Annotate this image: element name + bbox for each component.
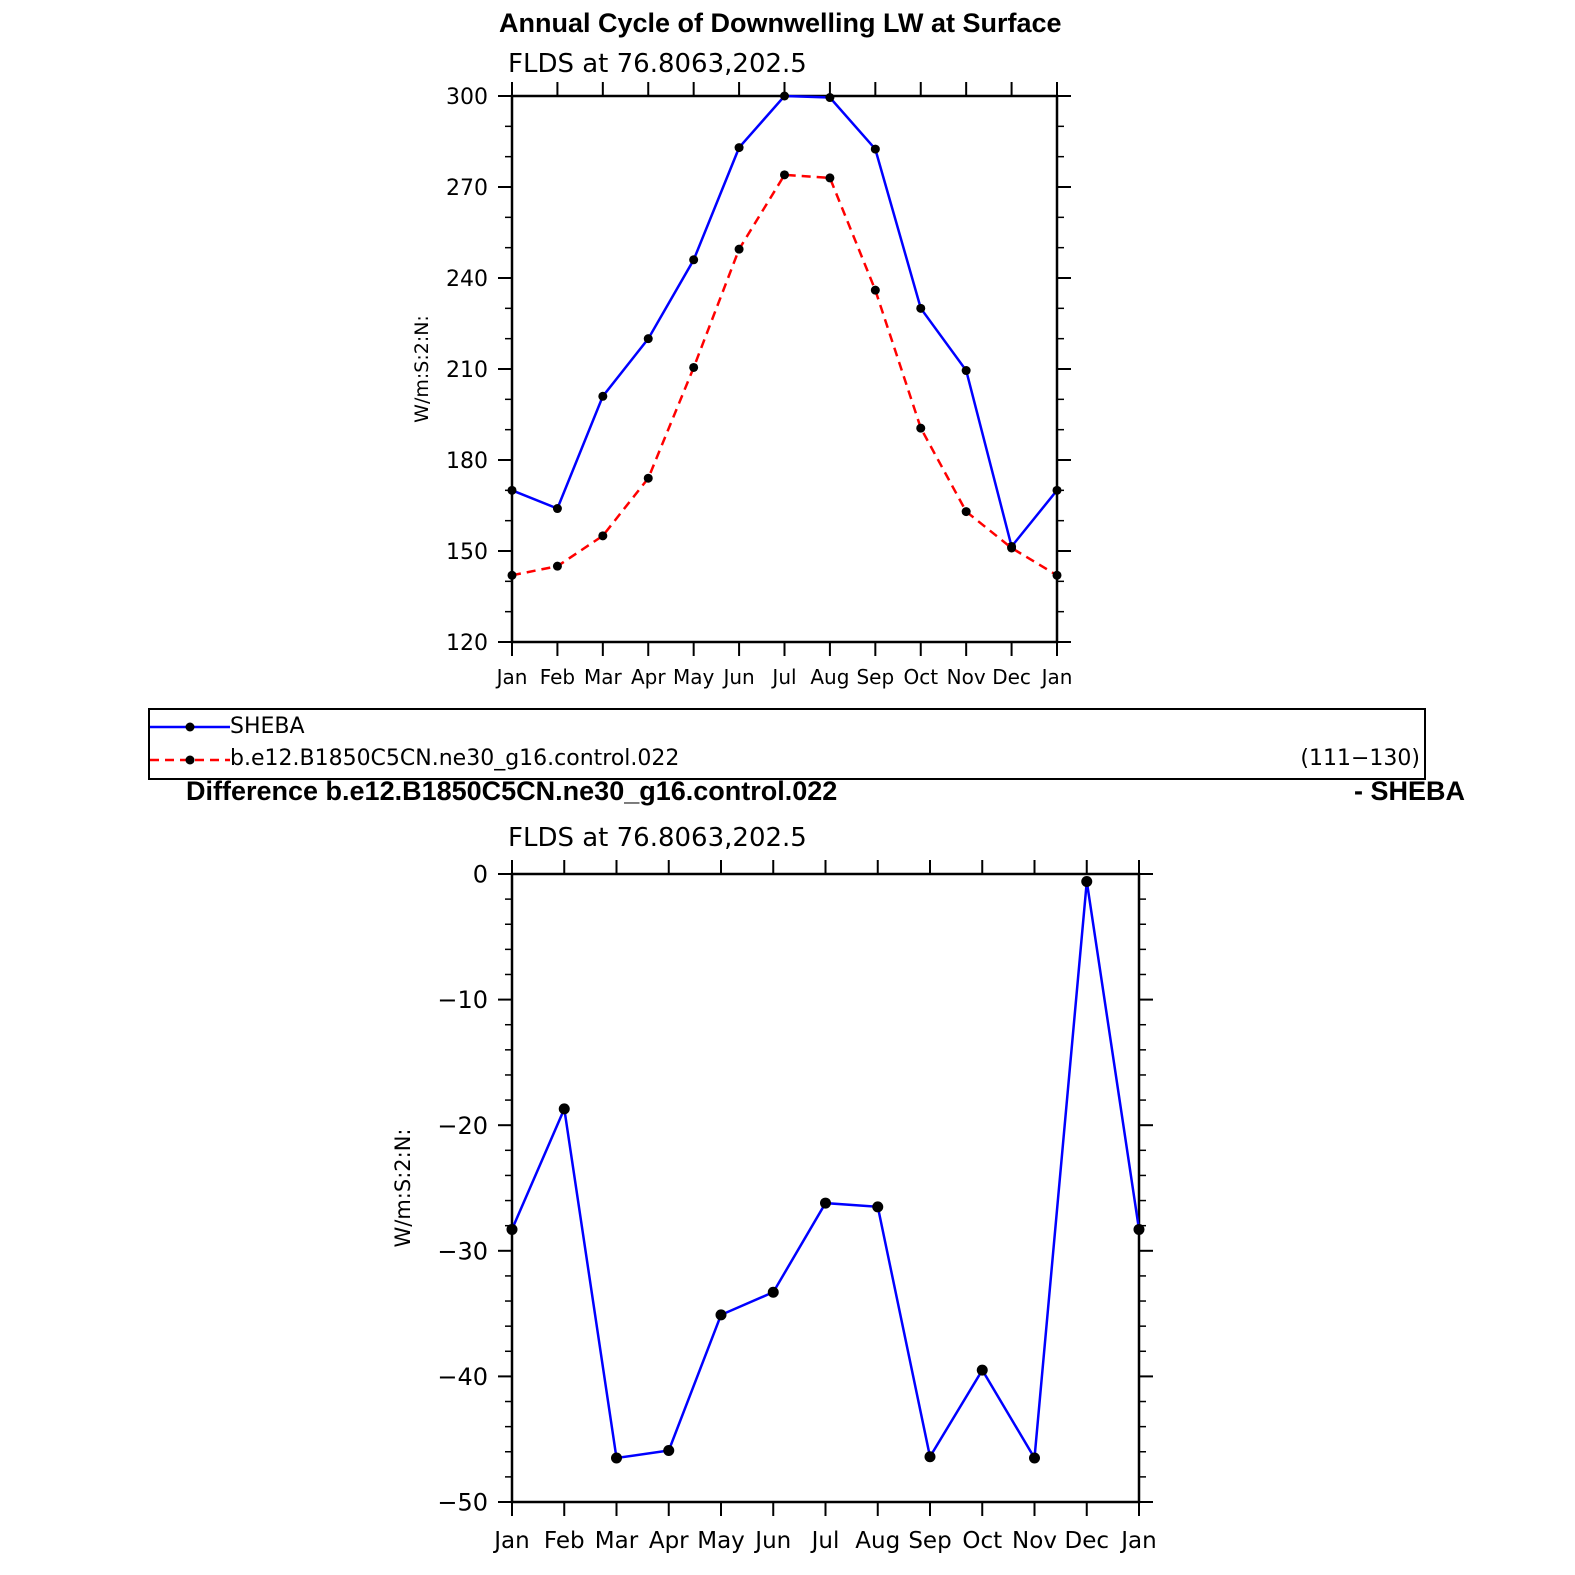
top-chart-series-1-point [1007, 543, 1017, 553]
legend: SHEBA b.e12.B1850C5CN.ne30_g16.control.0… [148, 708, 1426, 780]
bottom-chart-ytick-label: −50 [437, 1489, 488, 1517]
top-chart-xtick-label: Nov [947, 665, 986, 689]
bottom-chart-series-0-point [1081, 876, 1093, 888]
bottom-chart-ytick-label: −40 [437, 1363, 488, 1391]
top-chart-ytick-label: 120 [446, 631, 488, 656]
top-chart-xtick-label: Apr [631, 665, 666, 689]
top-chart-ytick-label: 210 [446, 358, 488, 383]
bottom-chart-xtick-label: Jul [810, 1528, 840, 1554]
top-chart-xtick-label: Jul [770, 665, 796, 689]
top-chart: 120 150 180 210 240 270 300 Jan Feb Mar Apr May Jun J… [411, 82, 1073, 689]
legend-model-marker [185, 755, 195, 765]
bottom-chart-subtitle: FLDS at 76.8063,202.5 [508, 823, 807, 853]
top-chart-series-0-point [552, 504, 562, 514]
bottom-chart-series-0-point [820, 1197, 831, 1209]
top-chart-ylabel: W/m:S:2:N: [411, 315, 433, 423]
top-chart-series-0-point [961, 366, 971, 376]
bottom-chart-series-0-point [1133, 1223, 1145, 1235]
bottom-chart-xtick-label: Jun [753, 1528, 791, 1554]
top-chart-xtick-label: May [673, 665, 715, 689]
top-chart-series-0-point [780, 91, 789, 101]
bottom-chart-xtick-label: May [697, 1528, 745, 1554]
bottom-chart-xtick-label: Jan [492, 1528, 529, 1554]
top-chart-xtick-label: Feb [540, 665, 575, 689]
top-chart-series-1-point [507, 570, 517, 580]
bottom-chart-xtick-label: Aug [855, 1528, 900, 1554]
bottom-chart-series-0-point [924, 1451, 936, 1463]
top-chart-xtick-label: Jan [1040, 665, 1073, 689]
bottom-chart-ylabel: W/m:S:2:N: [391, 1129, 415, 1248]
legend-swatches [150, 722, 230, 765]
top-chart-ytick-label: 180 [446, 449, 488, 474]
top-chart-series-0-point [598, 391, 608, 401]
top-chart-series-1-point [598, 531, 608, 541]
top-chart-series-1-point [1052, 570, 1062, 580]
bottom-chart-series-0-point [767, 1286, 779, 1298]
bottom-chart-series-0-point [506, 1223, 518, 1235]
top-chart-series-0-point [507, 485, 517, 495]
top-chart-series-1-point [734, 244, 744, 254]
top-chart-subtitle: FLDS at 76.8063,202.5 [508, 49, 807, 79]
legend-sheba-marker [185, 722, 195, 732]
bottom-chart-xtick-label: Feb [544, 1528, 585, 1554]
top-chart-series-0-point [825, 93, 835, 103]
top-chart-ytick-label: 270 [446, 176, 488, 201]
top-chart-xtick-label: Jan [495, 665, 528, 689]
top-chart-series-1-point [780, 170, 789, 180]
top-chart-xtick-label: Jun [721, 665, 754, 689]
top-chart-xtick-label: Sep [856, 665, 894, 689]
top-chart-series-1-point [825, 173, 835, 183]
bottom-chart-ytick-label: −20 [437, 1112, 488, 1140]
legend-note: (111−130) [1300, 746, 1420, 771]
legend-label-model: b.e12.B1850C5CN.ne30_g16.control.022 [230, 746, 680, 771]
top-chart-series-1-point [916, 423, 926, 433]
top-chart-series-1-point [870, 285, 880, 295]
bottom-chart-title: Difference b.e12.B1850C5CN.ne30_g16.cont… [186, 776, 838, 806]
legend-label-sheba: SHEBA [230, 714, 305, 739]
bottom-chart-plot-frame [510, 872, 1141, 1504]
bottom-chart-series-0-point [1029, 1452, 1040, 1464]
bottom-chart-ytick-label: −10 [437, 986, 488, 1014]
top-chart-series-0-point [1052, 485, 1062, 495]
top-chart-series-1-point [643, 473, 653, 483]
top-chart-series-0-point [734, 143, 744, 153]
top-chart-title: Annual Cycle of Downwelling LW at Surfac… [499, 8, 1062, 38]
top-chart-ytick-label: 240 [446, 267, 488, 292]
bottom-chart-series-0-point [611, 1452, 622, 1464]
top-chart-series-0-point [643, 334, 653, 344]
bottom-chart-series-0-point [976, 1364, 988, 1376]
bottom-chart-ytick-label: 0 [473, 861, 488, 889]
top-chart-series-0-point [689, 255, 699, 265]
top-chart-series-1-point [552, 561, 562, 571]
bottom-chart-xtick-label: Oct [962, 1528, 1002, 1554]
bottom-chart-ytick-label: −30 [437, 1237, 488, 1265]
top-chart-series-1-point [961, 507, 971, 517]
bottom-chart-series-0-point [663, 1445, 675, 1457]
bottom-chart-xtick-label: Apr [649, 1528, 689, 1554]
bottom-chart-series-0-point [872, 1201, 884, 1213]
bottom-chart-title-suffix: - SHEBA [1353, 776, 1465, 806]
top-chart-xtick-label: Mar [584, 665, 623, 689]
top-chart-series-1-point [689, 362, 699, 372]
bottom-chart-series-0-point [715, 1309, 727, 1321]
bottom-chart-xtick-label: Jan [1119, 1528, 1156, 1554]
bottom-chart-series-0-line [510, 881, 1141, 1462]
top-chart-series-0-point [916, 303, 926, 313]
bottom-chart-xtick-label: Sep [908, 1528, 951, 1554]
top-chart-ytick-label: 300 [446, 85, 488, 110]
top-chart-series-0-point [870, 144, 880, 154]
top-chart-xtick-label: Aug [810, 665, 849, 689]
top-chart-xtick-label: Oct [903, 665, 938, 689]
bottom-chart-xtick-label: Mar [595, 1528, 639, 1554]
bottom-chart-xtick-label: Nov [1012, 1528, 1057, 1554]
top-chart-ytick-label: 150 [446, 540, 488, 565]
bottom-chart-xtick-label: Dec [1064, 1528, 1109, 1554]
bottom-chart-series-0-point [558, 1103, 570, 1115]
top-chart-xtick-label: Dec [992, 665, 1031, 689]
